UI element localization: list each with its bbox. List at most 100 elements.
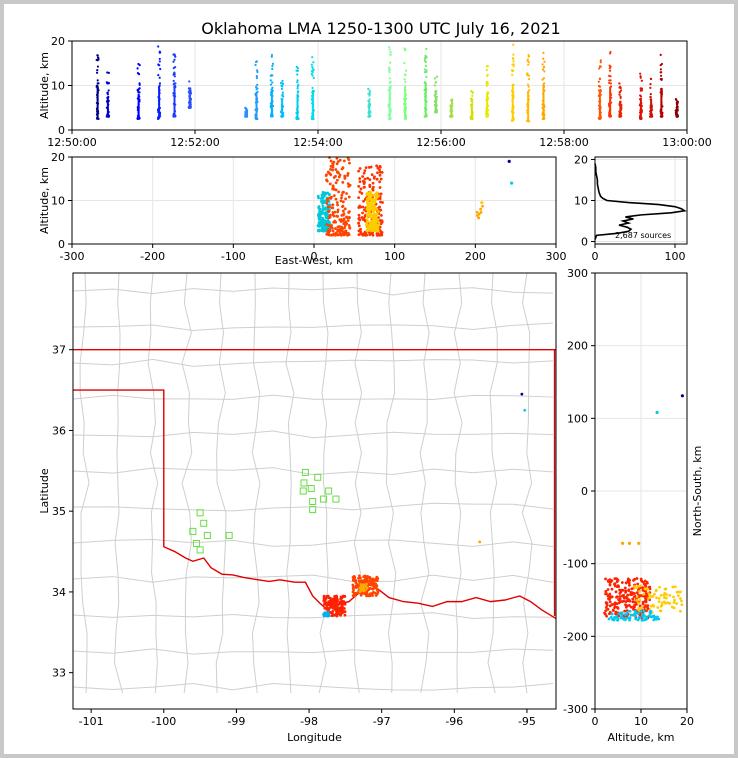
source-point	[507, 159, 511, 163]
source-point	[320, 212, 323, 216]
county-border	[251, 272, 261, 694]
source-point	[403, 49, 407, 52]
source-point	[338, 173, 342, 177]
source-point	[335, 156, 339, 160]
source-point	[633, 609, 637, 613]
source-point	[597, 80, 600, 83]
lma-station-marker	[320, 495, 328, 503]
source-point	[317, 218, 321, 221]
source-point	[655, 410, 659, 415]
source-point	[639, 87, 642, 90]
source-point	[471, 94, 474, 97]
source-point	[639, 584, 643, 588]
source-point	[649, 615, 653, 619]
source-point	[336, 170, 340, 174]
county-border	[72, 394, 554, 400]
source-point	[679, 609, 682, 613]
source-point	[368, 183, 372, 187]
source-point	[320, 200, 323, 203]
source-point	[95, 71, 99, 74]
source-point	[378, 225, 382, 229]
source-point	[325, 179, 329, 183]
source-point	[358, 590, 362, 594]
source-point	[511, 56, 514, 60]
source-point	[279, 81, 283, 85]
source-point	[369, 205, 373, 208]
source-point	[372, 225, 376, 229]
source-point	[471, 91, 474, 94]
county-border	[353, 272, 363, 694]
source-point	[347, 158, 351, 162]
source-point	[608, 600, 612, 604]
y-tick-label: 33	[52, 667, 66, 680]
source-point	[326, 220, 330, 224]
source-point	[363, 177, 367, 181]
source-point	[338, 225, 341, 228]
source-point	[485, 68, 488, 72]
source-point	[618, 82, 621, 85]
source-point	[368, 178, 372, 182]
source-point	[512, 43, 515, 46]
source-point	[624, 595, 628, 599]
source-point	[627, 603, 631, 607]
source-point	[388, 68, 391, 71]
source-point	[619, 96, 622, 100]
lma-station-marker	[192, 539, 200, 547]
source-point	[372, 584, 375, 588]
source-point	[371, 209, 375, 213]
source-point	[341, 209, 345, 213]
source-point	[527, 55, 530, 58]
source-point	[377, 210, 380, 213]
x-tick-label: 10	[634, 715, 648, 728]
source-point	[340, 233, 344, 237]
source-point	[638, 598, 642, 602]
source-point	[616, 584, 620, 588]
source-point	[357, 221, 361, 225]
source-point	[335, 162, 339, 166]
source-point	[328, 213, 332, 217]
source-point	[609, 65, 612, 68]
source-point	[107, 71, 110, 74]
source-point	[327, 205, 331, 209]
source-point	[347, 224, 351, 227]
source-point	[657, 600, 661, 604]
y-tick-label: 100	[567, 412, 588, 425]
source-point	[336, 598, 339, 602]
source-point	[357, 576, 360, 580]
source-point	[323, 228, 326, 232]
source-point	[255, 69, 259, 72]
lma-station-marker	[301, 468, 309, 476]
source-point	[255, 60, 258, 63]
lma-station-marker	[225, 531, 233, 539]
source-point	[345, 192, 348, 195]
source-point	[598, 67, 601, 70]
altitude-ns-panel: 0 10 20 -300 -200 -100 0 100 200 300 Altitude, km N…	[563, 267, 704, 744]
source-point	[343, 613, 347, 617]
source-point	[659, 604, 663, 608]
source-point	[641, 602, 645, 606]
source-point	[621, 541, 625, 545]
source-point	[327, 607, 331, 610]
source-point	[362, 199, 365, 203]
source-point	[329, 596, 332, 600]
lma-station-marker	[325, 487, 333, 495]
source-point	[244, 106, 247, 109]
source-point	[271, 67, 274, 71]
source-point	[660, 71, 663, 74]
source-point	[404, 69, 408, 72]
source-point	[659, 593, 663, 597]
source-point	[336, 210, 340, 214]
source-point	[173, 71, 176, 74]
source-point	[433, 94, 436, 97]
source-point	[323, 596, 327, 600]
source-point	[158, 82, 162, 85]
source-point	[335, 201, 339, 204]
source-point	[311, 74, 314, 77]
source-point	[664, 596, 668, 600]
source-point	[623, 613, 627, 616]
source-point	[351, 583, 355, 587]
source-point	[526, 58, 529, 61]
source-point	[610, 587, 614, 591]
source-point	[425, 70, 428, 74]
source-point	[649, 95, 652, 99]
